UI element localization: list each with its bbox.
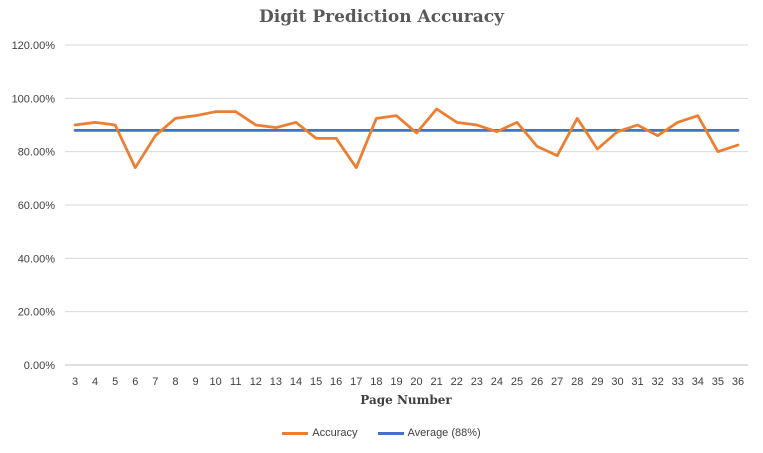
y-tick-label: 20.00% xyxy=(18,307,56,319)
x-tick-label: 16 xyxy=(330,376,342,388)
x-tick-label: 12 xyxy=(250,376,262,388)
x-tick-label: 8 xyxy=(172,376,178,388)
x-tick-label: 5 xyxy=(112,376,118,388)
y-tick-label: 80.00% xyxy=(18,147,56,159)
x-tick-label: 9 xyxy=(192,376,198,388)
x-tick-label: 24 xyxy=(491,376,503,388)
gridlines xyxy=(65,44,748,366)
x-tick-label: 11 xyxy=(230,376,241,388)
legend-swatch-accuracy xyxy=(282,431,309,435)
legend-item-accuracy[interactable]: Accuracy xyxy=(282,427,358,439)
x-tick-label: 19 xyxy=(390,376,402,388)
legend-label-average: Average (88%) xyxy=(407,427,481,439)
x-tick-label: 28 xyxy=(571,376,583,388)
x-tick-label: 34 xyxy=(692,376,704,388)
x-axis-label: Page Number xyxy=(360,393,452,407)
legend: Accuracy Average (88%) xyxy=(0,427,763,439)
x-tick-label: 10 xyxy=(210,376,222,388)
x-tick-label: 26 xyxy=(531,376,543,388)
x-tick-label: 30 xyxy=(611,376,623,388)
y-tick-label: 0.00% xyxy=(24,360,55,372)
x-tick-label: 14 xyxy=(290,376,302,388)
x-tick-label: 29 xyxy=(591,376,603,388)
x-tick-label: 35 xyxy=(712,376,724,388)
legend-item-average[interactable]: Average (88%) xyxy=(377,427,481,439)
x-tick-label: 6 xyxy=(132,376,138,388)
x-tick-label: 3 xyxy=(72,376,78,388)
x-tick-label: 33 xyxy=(672,376,684,388)
x-tick-label: 13 xyxy=(270,376,282,388)
y-tick-label: 60.00% xyxy=(18,200,56,212)
x-tick-label: 17 xyxy=(350,376,362,388)
x-tick-label: 23 xyxy=(471,376,483,388)
x-tick-label: 36 xyxy=(732,376,744,388)
legend-swatch-average xyxy=(377,431,404,435)
y-tick-label: 40.00% xyxy=(18,253,56,265)
series-line-accuracy xyxy=(73,107,740,170)
y-tick-label: 120.00% xyxy=(12,40,56,52)
legend-label-accuracy: Accuracy xyxy=(312,427,358,439)
x-tick-label: 32 xyxy=(652,376,664,388)
x-tick-label: 22 xyxy=(451,376,463,388)
x-tick-label: 25 xyxy=(511,376,523,388)
chart-title: Digit Prediction Accuracy xyxy=(259,7,504,27)
x-tick-label: 15 xyxy=(310,376,322,388)
x-tick-label: 21 xyxy=(431,376,443,388)
x-tick-label: 18 xyxy=(370,376,382,388)
x-tick-label: 27 xyxy=(551,376,563,388)
x-tick-label: 20 xyxy=(410,376,422,388)
series-lines xyxy=(73,107,740,170)
y-axis-ticks: 0.00% 20.00% 40.00% 60.00% 80.00% 100.00% 120.… xyxy=(12,40,56,372)
x-tick-label: 7 xyxy=(152,376,158,388)
x-axis-ticks: 3 4 5 6 7 8 9 10 11 12 13 14 15 16 17 18 19 20 21 22 23 24 25 2… xyxy=(72,376,744,388)
x-tick-label: 31 xyxy=(631,376,643,388)
y-tick-label: 100.00% xyxy=(12,93,56,105)
x-tick-label: 4 xyxy=(92,376,98,388)
